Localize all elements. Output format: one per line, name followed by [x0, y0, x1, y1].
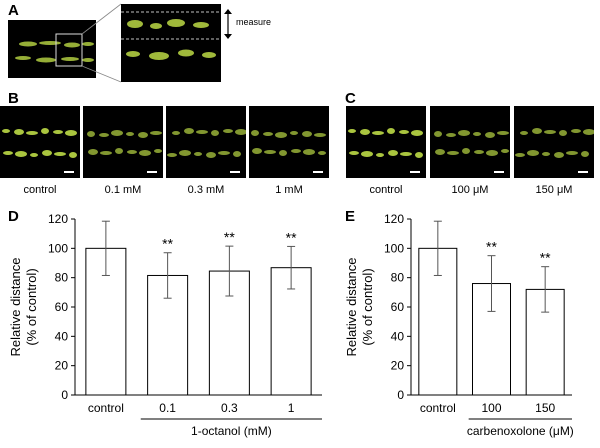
y-tick-label: 80	[391, 271, 405, 285]
micrograph-panel_c-0	[346, 106, 426, 178]
significance-marker: **	[540, 250, 551, 266]
scale-bar	[147, 171, 157, 173]
significance-marker: **	[286, 229, 297, 245]
scale-bar	[494, 171, 504, 173]
panel-label-a: A	[8, 2, 19, 19]
bar-chart-1-octanol: 0 20 40 60 80 100 120 Relative distance(% of co…	[8, 212, 322, 438]
micrograph-panel_b-0	[0, 106, 80, 178]
zoom-connector-lines	[81, 3, 122, 83]
micrograph-panel_b-3	[249, 106, 329, 178]
x-tick-label: control	[88, 401, 124, 415]
micrograph-zoomed	[121, 4, 221, 82]
y-tick-label: 60	[55, 300, 69, 314]
scale-bar	[64, 171, 74, 173]
significance-marker: **	[162, 236, 173, 252]
micrograph-caption: 150 μM	[535, 184, 573, 196]
micrograph-caption: control	[369, 184, 403, 196]
micrograph-caption: 0.3 mM	[187, 184, 225, 196]
group-label: carbenoxolone (μM)	[467, 424, 574, 438]
micrograph-panel_c-1	[430, 106, 510, 178]
micrograph-panel_c-2	[514, 106, 594, 178]
x-tick-label: 0.3	[221, 401, 238, 415]
measure-arrow	[224, 9, 232, 39]
y-tick-label: 100	[48, 241, 68, 255]
y-axis-label: Relative distance(% of control)	[344, 258, 375, 357]
scale-bar	[230, 171, 240, 173]
y-tick-label: 40	[55, 329, 69, 343]
significance-marker: **	[486, 239, 497, 255]
micrograph-caption: 1 mM	[275, 184, 303, 196]
scale-bar	[313, 171, 323, 173]
panel-label-c: C	[345, 90, 356, 107]
panel-label-d: D	[8, 208, 19, 225]
y-tick-label: 60	[391, 300, 405, 314]
panel-label-b: B	[8, 90, 19, 107]
micrograph-caption: control	[23, 184, 57, 196]
group-label: 1-octanol (mM)	[191, 424, 272, 438]
bar-chart-carbenoxolone: 0 20 40 60 80 100 120 Relative distance(% of co…	[344, 212, 574, 438]
y-tick-label: 120	[384, 212, 404, 226]
panel-label-e: E	[345, 208, 356, 225]
y-tick-label: 40	[391, 329, 405, 343]
x-tick-label: 150	[535, 401, 555, 415]
micrograph-caption: 100 μM	[451, 184, 489, 196]
significance-marker: **	[224, 229, 235, 245]
y-tick-label: 0	[397, 388, 404, 402]
measure-label: measure	[236, 17, 272, 27]
micrograph-caption: 0.1 mM	[104, 184, 142, 196]
scale-bar	[578, 171, 588, 173]
micrograph-panel_b-1	[83, 106, 163, 178]
x-tick-label: 100	[481, 401, 501, 415]
x-tick-label: control	[420, 401, 456, 415]
x-tick-label: 0.1	[159, 401, 176, 415]
y-tick-label: 20	[391, 359, 405, 373]
y-tick-label: 100	[384, 241, 404, 255]
y-tick-label: 80	[55, 271, 69, 285]
micrograph-overview	[8, 20, 96, 78]
y-axis-label: Relative distance(% of control)	[8, 258, 39, 357]
y-tick-label: 0	[61, 388, 68, 402]
scale-bar	[410, 171, 420, 173]
y-tick-label: 20	[55, 359, 69, 373]
micrograph-panel_b-2	[166, 106, 246, 178]
y-tick-label: 120	[48, 212, 68, 226]
x-tick-label: 1	[288, 401, 295, 415]
